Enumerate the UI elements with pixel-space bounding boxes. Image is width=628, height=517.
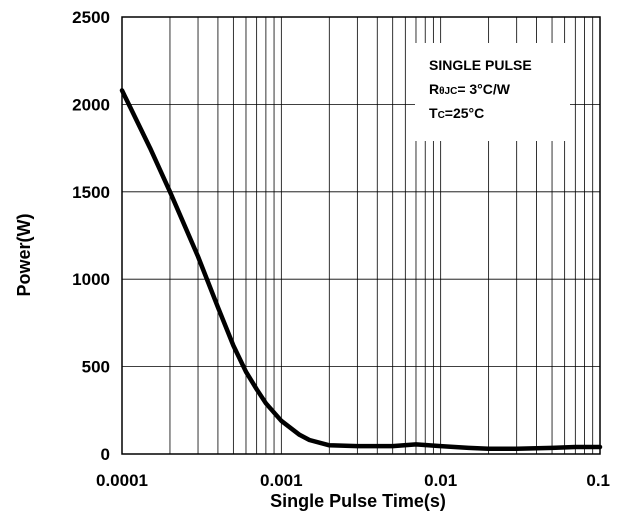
y-tick-label: 2000: [72, 95, 110, 114]
plot-frame: [121, 16, 601, 455]
y-tick-label: 0: [101, 445, 110, 464]
x-tick-label: 0.0001: [96, 471, 148, 490]
y-tick-label: 1000: [72, 270, 110, 289]
y-axis-label: Power(W): [14, 213, 34, 296]
annotation-line-2: RθJC= 3°C/W: [429, 81, 511, 97]
y-tick-labels: 0 500 1000 1500 2000 2500: [72, 8, 110, 464]
annotation-t-subscript: C: [438, 110, 445, 121]
x-tick-label: 0.1: [586, 471, 610, 490]
y-tick-label: 2500: [72, 8, 110, 27]
y-tick-label: 500: [82, 358, 110, 377]
legend-annotation-box: SINGLE PULSE RθJC= 3°C/W TC=25°C: [415, 43, 570, 141]
annotation-line-1: SINGLE PULSE: [429, 57, 532, 73]
x-tick-labels: 0.0001 0.001 0.01 0.1: [96, 471, 610, 490]
grid-lines: [122, 16, 600, 455]
x-tick-label: 0.001: [260, 471, 303, 490]
annotation-line-3: TC=25°C: [429, 105, 484, 121]
annotation-t-symbol: T: [429, 105, 438, 121]
y-tick-label: 1500: [72, 183, 110, 202]
annotation-t-value: =25°C: [445, 105, 484, 121]
annotation-r-subscript: θJC: [439, 86, 457, 97]
power-curve-series: [119, 88, 603, 452]
annotation-r-symbol: R: [429, 81, 439, 97]
annotation-r-value: = 3°C/W: [457, 81, 510, 97]
x-tick-label: 0.01: [424, 471, 457, 490]
annotation-background: [415, 43, 570, 141]
x-axis-label: Single Pulse Time(s): [270, 491, 446, 511]
